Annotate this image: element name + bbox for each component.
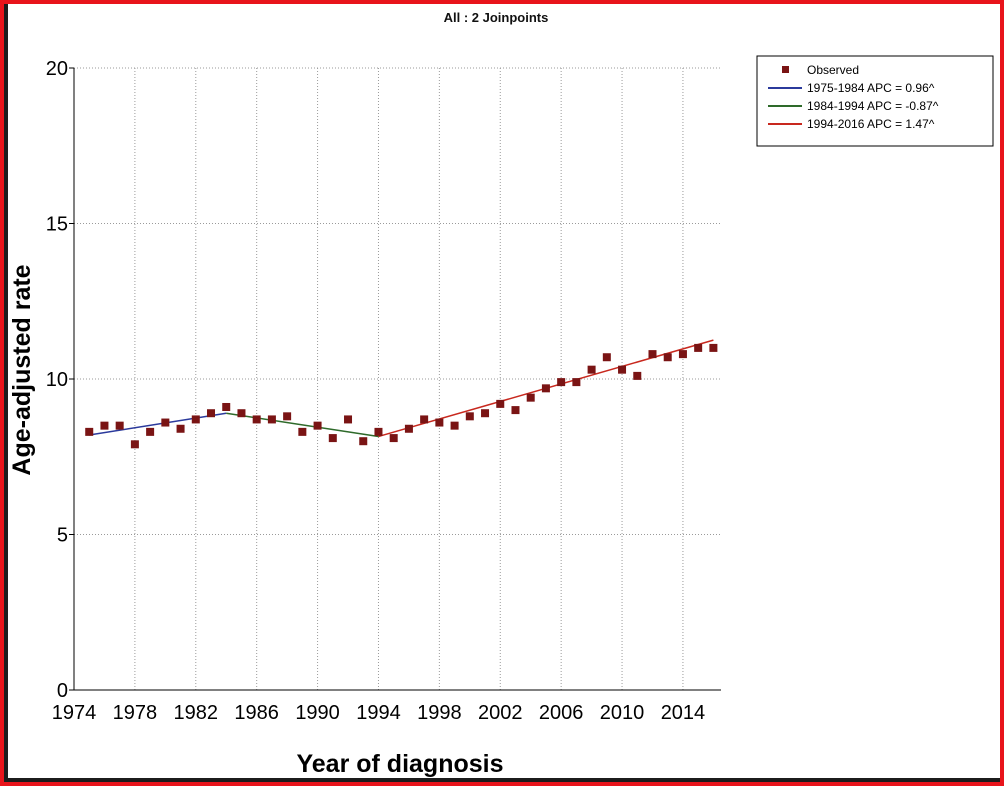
x-tick-label: 2006 (539, 702, 584, 724)
y-tick-label: 20 (46, 58, 68, 80)
observed-point (602, 353, 611, 362)
observed-point (222, 402, 231, 411)
observed-point (678, 350, 687, 359)
observed-point (420, 415, 429, 424)
x-tick-label: 2014 (661, 702, 706, 724)
legend-label: 1984-1994 APC = -0.87^ (807, 99, 939, 113)
legend-marker (782, 66, 789, 73)
x-tick-label: 2010 (600, 702, 645, 724)
observed-point (298, 427, 307, 436)
y-tick-label: 15 (46, 214, 68, 236)
observed-points (85, 343, 718, 449)
observed-point (313, 421, 322, 430)
tick-labels: 1974 1978 1982 1986 1990 1994 1998 2002 2006 2010… (46, 58, 705, 724)
grid (74, 67, 721, 690)
observed-point (389, 434, 398, 443)
observed-point (511, 406, 520, 415)
x-axis-label: Year of diagnosis (296, 750, 503, 778)
x-tick-label: 1974 (52, 702, 97, 724)
observed-point (404, 424, 413, 433)
x-tick-label: 1990 (295, 702, 340, 724)
x-tick-label: 1982 (174, 702, 219, 724)
legend-label: Observed (807, 63, 859, 77)
observed-point (541, 384, 550, 393)
trend-segment (89, 412, 227, 436)
observed-point (587, 365, 596, 374)
observed-point (252, 415, 261, 424)
observed-point (191, 415, 200, 424)
legend-box (756, 55, 994, 147)
observed-point (237, 409, 246, 418)
observed-point (115, 421, 124, 430)
y-tick-label: 5 (57, 525, 68, 547)
observed-point (633, 371, 642, 380)
y-axis-label: Age-adjusted rate (8, 264, 36, 475)
x-tick-label: 1998 (417, 702, 462, 724)
x-tick-label: 1978 (113, 702, 158, 724)
observed-point (663, 353, 672, 362)
x-tick-label: 1986 (234, 702, 279, 724)
axes (69, 67, 721, 691)
observed-point (267, 415, 276, 424)
observed-point (450, 421, 459, 430)
trend-lines (89, 339, 714, 438)
trend-segment (226, 412, 379, 438)
observed-point (344, 415, 353, 424)
observed-point (100, 421, 109, 430)
observed-point (435, 418, 444, 427)
observed-point (526, 393, 535, 402)
observed-point (130, 440, 139, 449)
observed-point (481, 409, 490, 418)
observed-point (465, 412, 474, 421)
observed-point (161, 418, 170, 427)
x-tick-label: 2002 (478, 702, 523, 724)
legend-label: 1975-1984 APC = 0.96^ (807, 81, 935, 95)
observed-point (572, 378, 581, 387)
observed-point (709, 343, 718, 352)
observed-point (328, 434, 337, 443)
x-tick-label: 1994 (356, 702, 401, 724)
legend: Observed 1975-1984 APC = 0.96^ 1984-1994 A… (756, 55, 994, 147)
observed-point (557, 378, 566, 387)
observed-point (496, 399, 505, 408)
observed-point (207, 409, 216, 418)
y-tick-label: 0 (57, 680, 68, 702)
observed-point (648, 350, 657, 359)
observed-point (283, 412, 292, 421)
observed-point (359, 437, 368, 446)
observed-point (85, 427, 94, 436)
y-tick-label: 10 (46, 369, 68, 391)
chart-title: All : 2 Joinpoints (444, 10, 549, 25)
observed-point (176, 424, 185, 433)
observed-point (694, 343, 703, 352)
observed-point (374, 427, 383, 436)
observed-point (146, 427, 155, 436)
legend-label: 1994-2016 APC = 1.47^ (807, 117, 935, 131)
observed-point (618, 365, 627, 374)
